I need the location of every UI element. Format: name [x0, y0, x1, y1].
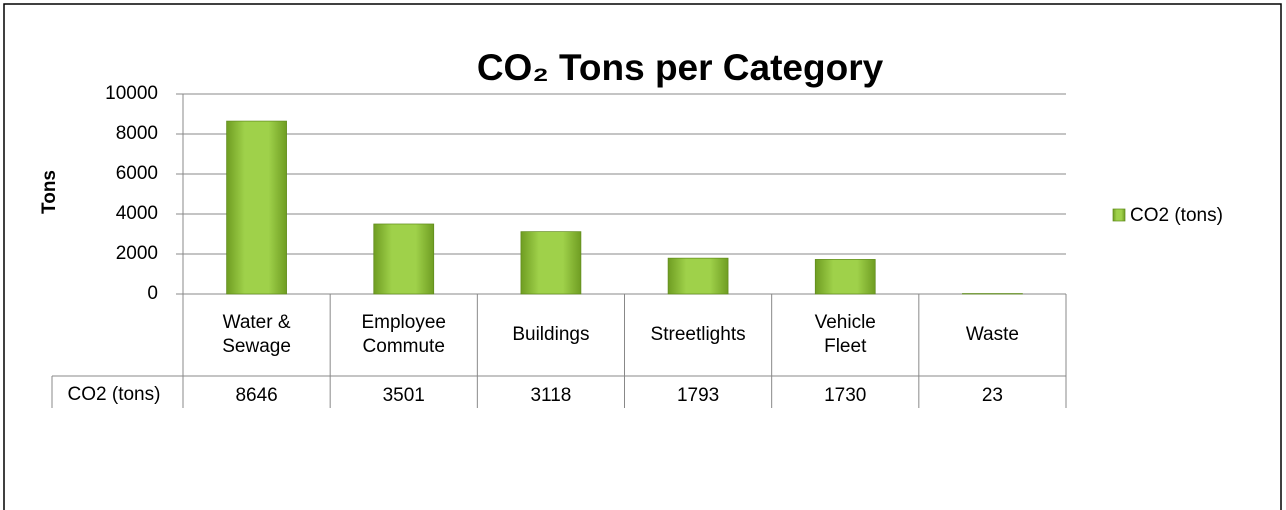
bar: [226, 120, 287, 295]
x-tick-label: Vehicle Fleet: [814, 312, 876, 357]
y-tick-label: 0: [147, 283, 158, 304]
chart-border: [3, 3, 1282, 510]
x-tick-cell: Water & Sewage: [222, 312, 291, 357]
table-value: 3118: [530, 385, 571, 406]
y-tick-label: 2000: [116, 243, 158, 264]
x-tick-label: Employee Commute: [361, 312, 446, 357]
x-tick-cell: Waste: [965, 324, 1019, 346]
table-value: 1730: [824, 385, 866, 406]
bar: [814, 259, 876, 295]
bar: [373, 223, 435, 295]
table-value: 3501: [383, 385, 425, 406]
x-tick-label: Buildings: [512, 324, 590, 346]
table-value: 8646: [235, 385, 277, 406]
y-tick-label: 10000: [105, 83, 158, 104]
x-tick-label: Streetlights: [650, 324, 746, 346]
legend-label: CO2 (tons): [1130, 205, 1223, 226]
bar: [520, 231, 582, 295]
table-value: 1793: [677, 385, 719, 406]
chart-title: CO₂ Tons per Category: [477, 47, 884, 88]
table-clip: [40, 408, 1080, 422]
x-tick-cell: Streetlights: [650, 324, 746, 346]
x-tick-label: Water & Sewage: [222, 312, 291, 357]
x-tick-cell: Vehicle Fleet: [814, 312, 876, 357]
y-axis-label: Tons: [39, 170, 60, 214]
y-tick-label: 8000: [116, 123, 158, 144]
y-tick-label: 4000: [116, 203, 158, 224]
table-value: 23: [982, 385, 1003, 406]
x-tick-cell: Employee Commute: [361, 312, 446, 357]
table-series-label: CO2 (tons): [68, 384, 161, 405]
y-tick-label: 6000: [116, 163, 158, 184]
x-tick-label: Waste: [965, 324, 1019, 346]
bar: [667, 257, 729, 295]
legend-swatch: [1112, 208, 1126, 222]
x-tick-cell: Buildings: [512, 324, 590, 346]
